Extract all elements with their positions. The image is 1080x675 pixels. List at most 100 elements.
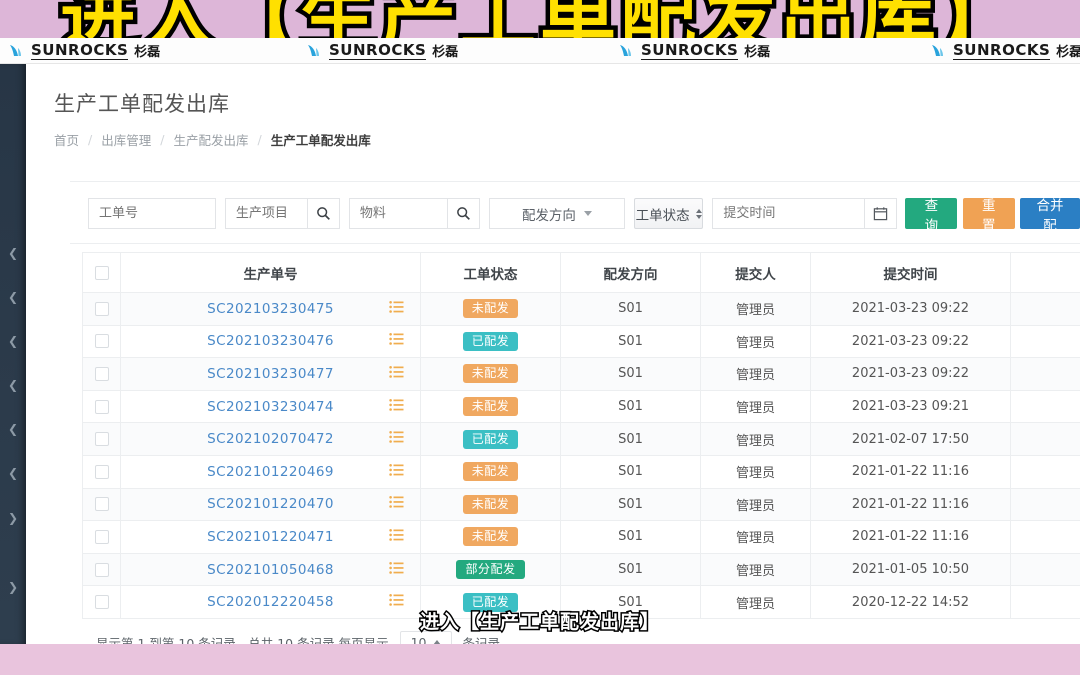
row-checkbox[interactable] [94,464,109,479]
actions-cell[interactable] [1010,552,1080,587]
row-select-cell[interactable] [82,520,121,554]
row-select-cell[interactable] [82,422,121,456]
breadcrumb-item-outbound[interactable]: 出库管理 [101,133,152,148]
actions-cell[interactable] [1010,292,1080,326]
sidebar-item-2[interactable]: ❮ [7,290,19,304]
row-checkbox[interactable] [94,497,109,512]
submit-time-input[interactable] [712,198,865,229]
order-no-link[interactable]: SC202103230477 [207,365,334,382]
order-no-cell[interactable]: SC202101220469 [120,454,421,489]
row-checkbox[interactable] [94,301,109,316]
actions-cell[interactable] [1010,389,1080,424]
detail-list-icon[interactable] [389,365,404,382]
detail-list-icon[interactable] [389,300,404,317]
select-all-checkbox[interactable] [94,265,109,280]
order-no-cell[interactable]: SC202102070472 [120,422,421,456]
order-no-link[interactable]: SC202012220458 [207,594,334,611]
detail-list-icon[interactable] [389,594,404,611]
actions-cell[interactable] [1010,520,1080,554]
table-row[interactable]: SC202103230477 未配发 S01 管理员 2021-03-23 09:22 [82,357,1080,391]
query-button[interactable]: 查询 [905,198,958,234]
order-no-cell[interactable]: SC202101220471 [120,520,421,554]
detail-list-icon[interactable] [389,561,404,578]
sidebar-collapsed[interactable]: ❮ ❮ ❮ ❮ ❮ ❮ ❯ ❯ [0,64,26,644]
actions-cell[interactable] [1010,454,1080,489]
order-no-link[interactable]: SC202103230476 [207,333,334,350]
table-row[interactable]: SC202103230475 未配发 S01 管理员 2021-03-23 09:22 [82,292,1080,326]
col-order-no: 生产单号 [120,252,421,293]
material-search-icon[interactable] [446,198,480,229]
material-input[interactable] [348,198,447,229]
select-all-header[interactable] [82,252,121,293]
project-search-icon[interactable] [306,198,340,229]
row-select-cell[interactable] [82,357,121,391]
detail-list-icon[interactable] [389,528,404,545]
row-checkbox[interactable] [94,595,109,610]
detail-list-icon[interactable] [389,398,404,415]
order-no-link[interactable]: SC202101220469 [207,463,334,480]
row-select-cell[interactable] [82,292,121,326]
row-select-cell[interactable] [82,454,121,489]
row-checkbox[interactable] [94,529,109,544]
detail-list-icon[interactable] [389,496,404,513]
detail-list-icon[interactable] [389,463,404,480]
actions-cell[interactable] [1010,324,1080,359]
dispatch-direction-dropdown[interactable]: 配发方向 [488,198,626,229]
order-no-cell[interactable]: SC202012220458 [120,585,421,619]
sidebar-item-1[interactable]: ❮ [7,246,19,260]
project-input[interactable] [224,198,307,229]
breadcrumb-item-production-dispatch[interactable]: 生产配发出库 [173,133,249,148]
sidebar-item-3[interactable]: ❮ [7,334,19,348]
actions-cell[interactable] [1010,487,1080,522]
detail-list-icon[interactable] [389,333,404,350]
sidebar-item-6[interactable]: ❮ [7,466,19,480]
actions-cell[interactable] [1010,585,1080,619]
merge-dispatch-button[interactable]: 合并配 [1020,198,1080,234]
breadcrumb-item-home[interactable]: 首页 [54,133,80,148]
actions-cell[interactable] [1010,357,1080,391]
order-no-cell[interactable]: SC202103230475 [120,292,421,326]
sidebar-item-5[interactable]: ❮ [7,422,19,436]
order-no-link[interactable]: SC202101050468 [207,561,334,578]
row-select-cell[interactable] [82,487,121,522]
order-no-link[interactable]: SC202101220471 [207,528,334,545]
row-checkbox[interactable] [94,562,109,577]
table-row[interactable]: SC202101220471 未配发 S01 管理员 2021-01-22 11:16 [82,520,1080,554]
order-no-link[interactable]: SC202101220470 [207,496,334,513]
row-checkbox[interactable] [94,432,109,447]
table-row[interactable]: SC202103230474 未配发 S01 管理员 2021-03-23 09:21 [82,389,1080,424]
row-select-cell[interactable] [82,389,121,424]
order-no-link[interactable]: SC202103230475 [207,300,334,317]
row-checkbox[interactable] [94,334,109,349]
row-checkbox[interactable] [94,399,109,414]
workorder-status-select[interactable]: 工单状态 [633,198,704,229]
order-no-cell[interactable]: SC202103230476 [120,324,421,359]
watermark-brand-cn: 杉磊 [744,44,771,59]
order-no-cell[interactable]: SC202101050468 [120,552,421,587]
reset-button[interactable]: 重置 [962,198,1015,234]
spacer [897,213,906,214]
breadcrumb-separator: / [88,132,93,147]
table-row[interactable]: SC202103230476 已配发 S01 管理员 2021-03-23 09:22 [82,324,1080,359]
row-checkbox[interactable] [94,366,109,381]
table-row[interactable]: SC202101050468 部分配发 S01 管理员 2021-01-05 10:50 [82,552,1080,587]
sidebar-item-7-expanded[interactable]: ❯ [7,511,19,525]
order-no-link[interactable]: SC202102070472 [207,431,334,448]
calendar-icon[interactable] [864,198,897,229]
row-select-cell[interactable] [82,324,121,359]
workorder-input[interactable] [88,198,216,229]
detail-list-icon[interactable] [389,431,404,448]
table-row[interactable]: SC202102070472 已配发 S01 管理员 2021-02-07 17:50 [82,422,1080,456]
order-no-cell[interactable]: SC202103230477 [120,357,421,391]
order-no-link[interactable]: SC202103230474 [207,398,334,415]
order-no-cell[interactable]: SC202103230474 [120,389,421,424]
table-row[interactable]: SC202101220470 未配发 S01 管理员 2021-01-22 11:16 [82,487,1080,522]
table-row[interactable]: SC202012220458 已配发 S01 管理员 2020-12-22 14:52 [82,585,1080,619]
row-select-cell[interactable] [82,552,121,587]
row-select-cell[interactable] [82,585,121,619]
sidebar-item-8-expanded[interactable]: ❯ [7,580,19,594]
sidebar-item-4[interactable]: ❮ [7,378,19,392]
actions-cell[interactable] [1010,422,1080,456]
order-no-cell[interactable]: SC202101220470 [120,487,421,522]
table-row[interactable]: SC202101220469 未配发 S01 管理员 2021-01-22 11:16 [82,454,1080,489]
